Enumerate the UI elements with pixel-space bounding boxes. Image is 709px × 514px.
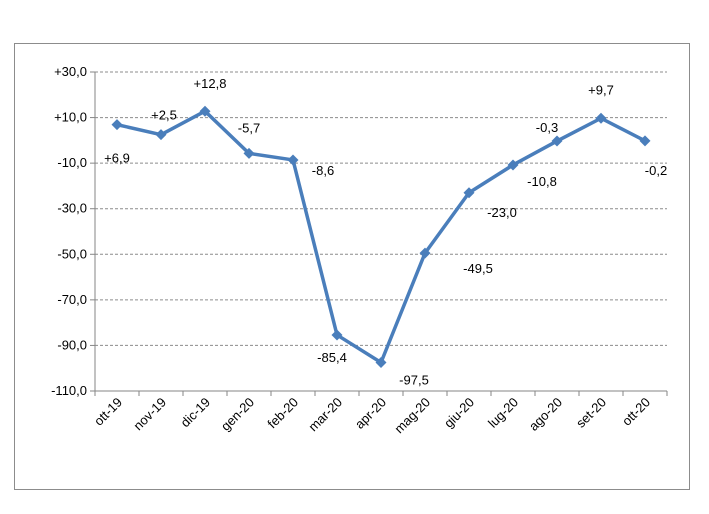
data-point-marker [507, 159, 519, 171]
data-point-marker [155, 129, 167, 141]
y-tick-label: +10,0 [54, 110, 87, 125]
x-axis-tick-labels: ott-19 nov-19 dic-19 gen-20 feb-20 mar-20 apr-… [91, 395, 653, 437]
x-tick-label: mar-20 [305, 395, 345, 435]
y-tick-label: -110,0 [51, 383, 87, 398]
x-tick-label: nov-19 [130, 395, 169, 434]
y-tick-label: -50,0 [57, 246, 87, 261]
x-tick-label: lug-20 [485, 395, 521, 431]
y-tick-label: -90,0 [57, 337, 87, 352]
data-point-marker [375, 357, 387, 369]
y-tick-label: -30,0 [57, 201, 87, 216]
x-tick-label: ott-19 [91, 395, 125, 429]
data-label: -0,3 [536, 120, 558, 135]
series-line [116, 109, 646, 365]
data-point-marker [463, 187, 475, 199]
data-point-marker [595, 112, 607, 124]
data-label: -10,8 [527, 174, 557, 189]
data-point-marker [419, 247, 431, 259]
x-tick-label: ago-20 [526, 395, 565, 434]
data-label: -23,0 [487, 205, 517, 220]
data-point-marker [243, 147, 255, 159]
y-axis-tick-labels: +30,0 +10,0 -10,0 -30,0 -50,0 -70,0 -90,0 -110,… [51, 64, 87, 398]
y-tick-label: -70,0 [57, 292, 87, 307]
x-tick-label: dic-19 [177, 395, 213, 431]
x-tick-label: gen-20 [218, 395, 257, 434]
data-label: -85,4 [317, 350, 347, 365]
x-tick-label: feb-20 [264, 395, 301, 432]
data-labels: +6,9 +2,5 +12,8 -5,7 -8,6 -85,4 -97,5 -49,5 -23,… [104, 76, 667, 387]
y-tick-label: -10,0 [57, 155, 87, 170]
data-point-marker [331, 329, 343, 341]
x-tick-label: mag-20 [391, 395, 433, 437]
data-label: +6,9 [104, 151, 130, 166]
x-tick-label: ott-20 [619, 395, 653, 429]
x-tick-label: set-20 [573, 395, 609, 431]
data-label: +12,8 [194, 76, 227, 91]
gridlines [95, 71, 667, 346]
series [111, 105, 651, 369]
data-label: +9,7 [588, 82, 614, 97]
data-label: -97,5 [399, 373, 429, 388]
data-label: +2,5 [151, 108, 177, 123]
data-label: -5,7 [238, 120, 260, 135]
data-point-marker [199, 105, 211, 117]
data-point-marker [551, 135, 563, 147]
data-point-marker [639, 135, 651, 147]
x-tick-label: giu-20 [441, 395, 477, 431]
data-label: -8,6 [312, 163, 334, 178]
data-label: -49,5 [463, 261, 493, 276]
data-label: -0,2 [645, 163, 667, 178]
y-tick-label: +30,0 [54, 64, 87, 79]
data-point-marker [111, 119, 123, 131]
axes [90, 71, 668, 396]
x-tick-label: apr-20 [352, 395, 389, 432]
data-point-marker [287, 154, 299, 166]
